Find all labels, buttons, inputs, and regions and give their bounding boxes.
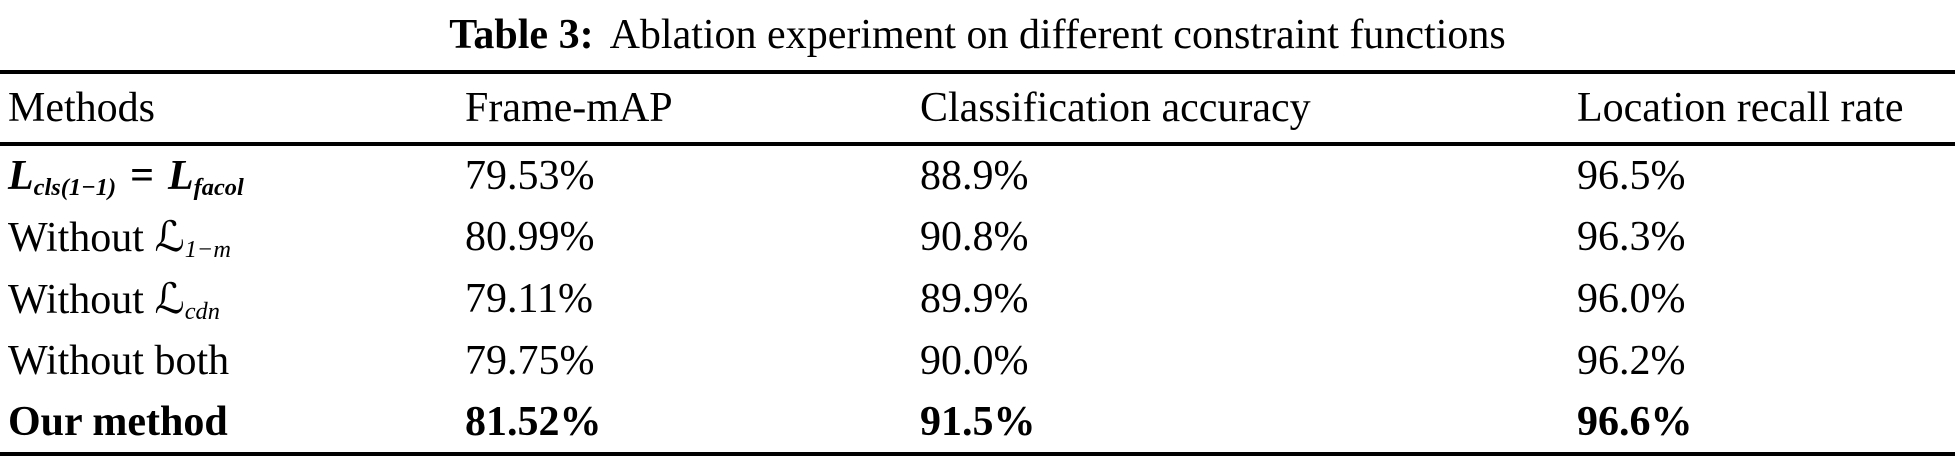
frame-map-value: 79.53% [465, 153, 595, 199]
table-row-our-method: Our method 81.52% 91.5% 96.6% [0, 392, 1955, 454]
table-row-lcls-equals-lfacol: Lcls(1−1) = Lfacol 79.53% 88.9% 96.5% [0, 144, 1955, 206]
method-text: Without [8, 277, 144, 323]
classification-accuracy-value: 90.0% [920, 338, 1029, 384]
column-header-methods: Methods [0, 72, 465, 146]
table-row-without-both: Without both 79.75% 90.0% 96.2% [0, 330, 1955, 392]
table-row-without-lcdn: Without ℒcdn 79.11% 89.9% 96.0% [0, 268, 1955, 330]
frame-map-value: 81.52% [465, 399, 602, 445]
method-text: Without [8, 215, 144, 261]
table-caption-label: Table 3: [449, 12, 594, 58]
math-subscript-1-m: 1−m [184, 236, 231, 264]
math-subscript-cls-1-1: cls(1−1) [33, 174, 117, 202]
math-L-cls: L [8, 153, 34, 199]
math-subscript-cdn: cdn [184, 298, 220, 326]
column-header-location-recall-rate: Location recall rate [1577, 72, 1955, 146]
location-recall-rate-value: 96.5% [1577, 153, 1686, 199]
classification-accuracy-value: 89.9% [920, 276, 1029, 322]
table-header-row: Methods Frame-mAP Classification accurac… [0, 72, 1955, 146]
math-subscript-facol: facol [193, 174, 244, 202]
classification-accuracy-value: 90.8% [920, 214, 1029, 260]
table-caption-text: Ablation experiment on different constra… [609, 12, 1506, 58]
table-row-without-l1m: Without ℒ1−m 80.99% 90.8% 96.3% [0, 206, 1955, 268]
location-recall-rate-value: 96.2% [1577, 338, 1686, 384]
math-script-L: ℒ [154, 274, 185, 323]
column-header-classification-accuracy: Classification accuracy [920, 72, 1577, 146]
math-L-facol: L [168, 153, 194, 199]
column-header-frame-map: Frame-mAP [465, 72, 920, 146]
method-cell: Our method [0, 392, 465, 454]
method-cell: Without ℒcdn [0, 268, 465, 330]
classification-accuracy-value: 91.5% [920, 399, 1036, 445]
method-text: Without both [8, 338, 230, 384]
ablation-table: Methods Frame-mAP Classification accurac… [0, 70, 1955, 456]
method-text: Our method [8, 399, 228, 445]
method-cell: Without both [0, 330, 465, 392]
location-recall-rate-value: 96.6% [1577, 399, 1693, 445]
frame-map-value: 79.11% [465, 276, 593, 322]
classification-accuracy-value: 88.9% [920, 153, 1029, 199]
table-caption: Table 3: Ablation experiment on differen… [0, 0, 1955, 70]
math-script-L: ℒ [154, 212, 185, 261]
frame-map-value: 80.99% [465, 214, 595, 260]
method-cell: Without ℒ1−m [0, 206, 465, 268]
location-recall-rate-value: 96.3% [1577, 214, 1686, 260]
location-recall-rate-value: 96.0% [1577, 276, 1686, 322]
method-cell-math: Lcls(1−1) = Lfacol [0, 144, 465, 206]
math-equals-sign: = [130, 153, 154, 199]
frame-map-value: 79.75% [465, 338, 595, 384]
